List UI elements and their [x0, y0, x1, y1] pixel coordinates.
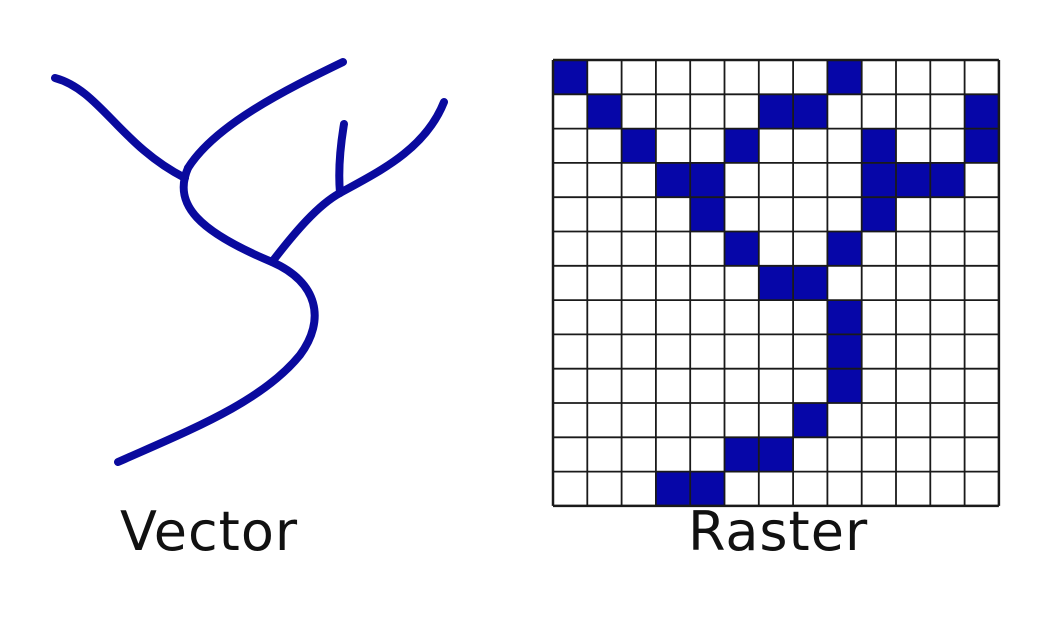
raster-filled-cell [896, 162, 931, 198]
raster-filled-cell [655, 471, 691, 506]
raster-filled-cell [861, 162, 896, 198]
raster-filled-cell [827, 60, 862, 95]
raster-filled-cell [793, 94, 828, 129]
raster-filled-cell [964, 128, 999, 163]
vector-branch-short [335, 120, 348, 197]
raster-filled-cell [827, 300, 862, 335]
raster-filled-cell [793, 403, 828, 438]
raster-filled-cell [621, 128, 656, 163]
raster-label: Raster [688, 500, 869, 563]
raster-filled-cell [690, 471, 725, 506]
raster-filled-cell [793, 265, 828, 301]
vector-branch-top [184, 58, 347, 172]
raster-filled-cell [587, 94, 622, 129]
raster-filled-cell [964, 94, 999, 129]
raster-filled-cell [758, 265, 794, 301]
raster-filled-cell [758, 437, 794, 472]
vector-drawing [51, 58, 448, 466]
raster-filled-cells [553, 60, 999, 506]
vector-main-stem [114, 164, 319, 466]
raster-filled-cell [827, 334, 862, 369]
raster-filled-cell [827, 368, 862, 403]
raster-filled-cell [553, 60, 588, 95]
vector-label: Vector [120, 500, 299, 563]
vector-branch-right [268, 98, 448, 266]
raster-filled-cell [655, 162, 691, 198]
raster-filled-cell [690, 197, 725, 232]
raster-filled-cell [690, 162, 725, 198]
raster-filled-cell [724, 128, 759, 163]
raster-grid [551, 58, 1001, 508]
raster-filled-cell [930, 162, 965, 198]
raster-filled-cell [758, 94, 794, 129]
raster-filled-cell [861, 197, 896, 232]
raster-filled-cell [724, 231, 759, 266]
vector-branch-left [51, 74, 189, 182]
raster-filled-cell [724, 437, 759, 472]
raster-filled-cell [861, 128, 896, 163]
raster-filled-cell [827, 231, 862, 266]
